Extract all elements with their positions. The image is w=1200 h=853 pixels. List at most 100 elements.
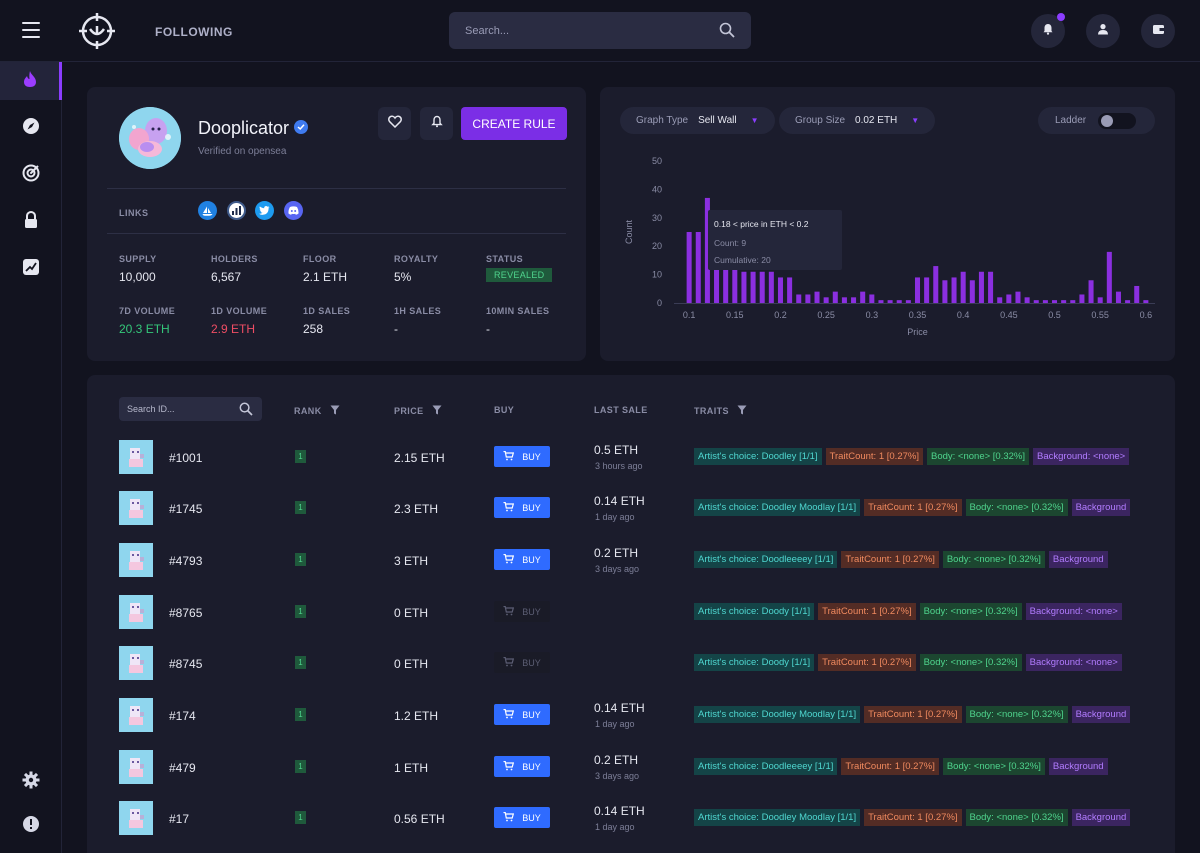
- twitter-link-icon[interactable]: [255, 201, 274, 220]
- histogram-bar[interactable]: [686, 232, 692, 303]
- create-rule-button[interactable]: CREATE RULE: [461, 107, 567, 140]
- trait-tag[interactable]: Artist's choice: Doodley [1/1]: [694, 448, 822, 465]
- histogram-bar[interactable]: [777, 277, 783, 303]
- table-row[interactable]: #8765 1 0 ETH BUY Artist's choice: Doody [1/…: [87, 595, 1175, 647]
- histogram-bar[interactable]: [905, 300, 911, 303]
- table-row[interactable]: #4793 1 3 ETH BUY 0.2 ETH 3 days ago Artist's …: [87, 543, 1175, 595]
- buy-button[interactable]: BUY: [494, 549, 550, 570]
- trait-tag[interactable]: TraitCount: 1 [0.27%]: [818, 654, 916, 671]
- histogram-bar[interactable]: [1106, 251, 1112, 303]
- favorite-button[interactable]: [378, 107, 411, 140]
- trait-tag[interactable]: Body: <none> [0.32%]: [965, 809, 1068, 826]
- histogram-bar[interactable]: [1115, 291, 1121, 303]
- histogram-bar[interactable]: [1006, 294, 1012, 303]
- sidebar-item-settings[interactable]: [0, 763, 62, 801]
- buy-button[interactable]: BUY: [494, 704, 550, 725]
- histogram-bar[interactable]: [951, 277, 957, 303]
- nft-thumbnail[interactable]: [119, 698, 153, 732]
- nft-thumbnail[interactable]: [119, 543, 153, 577]
- histogram-bar[interactable]: [1015, 291, 1021, 303]
- token-id[interactable]: #4793: [169, 554, 203, 568]
- token-id[interactable]: #8765: [169, 606, 203, 620]
- trait-tag[interactable]: Artist's choice: Doodley Moodlay [1/1]: [694, 499, 861, 516]
- user-button[interactable]: [1086, 14, 1120, 48]
- histogram-bar[interactable]: [960, 271, 966, 303]
- search-icon[interactable]: [719, 22, 735, 43]
- token-id[interactable]: #479: [169, 761, 196, 775]
- wallet-button[interactable]: [1141, 14, 1175, 48]
- trait-tag[interactable]: Background: [1071, 809, 1131, 826]
- histogram-bar[interactable]: [768, 271, 774, 303]
- buy-button[interactable]: BUY: [494, 446, 550, 467]
- buy-button[interactable]: BUY: [494, 756, 550, 777]
- histogram-bar[interactable]: [1079, 294, 1085, 303]
- histogram-bar[interactable]: [914, 277, 921, 303]
- filter-icon[interactable]: [330, 405, 340, 417]
- trait-tag[interactable]: Background: [1048, 758, 1108, 775]
- trait-tag[interactable]: TraitCount: 1 [0.27%]: [864, 499, 962, 516]
- id-search[interactable]: [119, 397, 262, 421]
- histogram-bar[interactable]: [887, 300, 893, 303]
- stats-link-icon[interactable]: [227, 201, 246, 220]
- table-row[interactable]: #8745 1 0 ETH BUY Artist's choice: Doody [1/…: [87, 646, 1175, 698]
- histogram-bar[interactable]: [1070, 300, 1076, 303]
- buy-button[interactable]: BUY: [494, 807, 550, 828]
- trait-tag[interactable]: Body: <none> [0.32%]: [942, 551, 1045, 568]
- trait-tag[interactable]: TraitCount: 1 [0.27%]: [864, 809, 962, 826]
- trait-tag[interactable]: Body: <none> [0.32%]: [926, 448, 1030, 465]
- histogram-bar[interactable]: [1042, 300, 1048, 303]
- histogram-bar[interactable]: [860, 291, 866, 303]
- trait-tag[interactable]: Artist's choice: Doodley Moodlay [1/1]: [694, 809, 861, 826]
- histogram-bar[interactable]: [869, 294, 875, 303]
- table-row[interactable]: #1001 1 2.15 ETH BUY 0.5 ETH 3 hours ago Artis…: [87, 440, 1175, 492]
- histogram-bar[interactable]: [851, 297, 857, 303]
- histogram-bar[interactable]: [1024, 297, 1030, 303]
- trait-tag[interactable]: Body: <none> [0.32%]: [919, 654, 1022, 671]
- histogram-bar[interactable]: [924, 277, 930, 303]
- search-input[interactable]: [465, 12, 705, 49]
- trait-tag[interactable]: TraitCount: 1 [0.27%]: [864, 706, 962, 723]
- table-row[interactable]: #17 1 0.56 ETH BUY 0.14 ETH 1 day ago Artist's…: [87, 801, 1175, 853]
- table-row[interactable]: #1745 1 2.3 ETH BUY 0.14 ETH 1 day ago Artist'…: [87, 491, 1175, 543]
- discord-link-icon[interactable]: [284, 201, 303, 220]
- histogram-bar[interactable]: [741, 271, 747, 303]
- sidebar-item-analytics[interactable]: [0, 250, 62, 288]
- alert-button[interactable]: [420, 107, 453, 140]
- trait-tag[interactable]: TraitCount: 1 [0.27%]: [841, 551, 939, 568]
- trait-tag[interactable]: Background: <none>: [1025, 603, 1122, 620]
- histogram-bar[interactable]: [841, 297, 847, 303]
- nft-thumbnail[interactable]: [119, 491, 153, 525]
- graph-type-select[interactable]: Graph Type Sell Wall ▼: [620, 107, 775, 134]
- histogram-bar[interactable]: [1033, 300, 1039, 303]
- histogram-bar[interactable]: [704, 197, 710, 303]
- trait-tag[interactable]: Background: [1071, 499, 1131, 516]
- ladder-toggle[interactable]: [1098, 112, 1137, 129]
- trait-tag[interactable]: Body: <none> [0.32%]: [942, 758, 1045, 775]
- sidebar-item-snipe[interactable]: [0, 156, 62, 194]
- trait-tag[interactable]: Artist's choice: Doodley Moodlay [1/1]: [694, 706, 861, 723]
- nav-following[interactable]: FOLLOWING: [155, 25, 233, 39]
- histogram-bar[interactable]: [832, 291, 838, 303]
- token-id[interactable]: #1001: [169, 451, 203, 465]
- histogram-bar[interactable]: [823, 297, 829, 303]
- histogram-bar[interactable]: [1143, 300, 1149, 303]
- token-id[interactable]: #174: [169, 709, 196, 723]
- histogram-bar[interactable]: [1052, 300, 1058, 303]
- search-icon[interactable]: [239, 402, 253, 421]
- histogram-bar[interactable]: [969, 280, 975, 303]
- token-id[interactable]: #8745: [169, 657, 203, 671]
- rank-header[interactable]: RANK: [294, 405, 340, 417]
- histogram-bar[interactable]: [1061, 300, 1067, 303]
- histogram-bar[interactable]: [787, 277, 793, 303]
- sidebar-item-explore[interactable]: [0, 109, 62, 147]
- trait-tag[interactable]: Background: <none>: [1033, 448, 1130, 465]
- histogram-bar[interactable]: [988, 271, 994, 303]
- buy-button[interactable]: BUY: [494, 497, 550, 518]
- filter-icon[interactable]: [737, 405, 747, 417]
- trait-tag[interactable]: TraitCount: 1 [0.27%]: [818, 603, 916, 620]
- trait-tag[interactable]: Artist's choice: Doodleeeey [1/1]: [694, 758, 838, 775]
- histogram-bar[interactable]: [896, 300, 902, 303]
- price-header[interactable]: PRICE: [394, 405, 442, 417]
- traits-header[interactable]: TRAITS: [694, 405, 747, 417]
- histogram-bar[interactable]: [1097, 297, 1103, 303]
